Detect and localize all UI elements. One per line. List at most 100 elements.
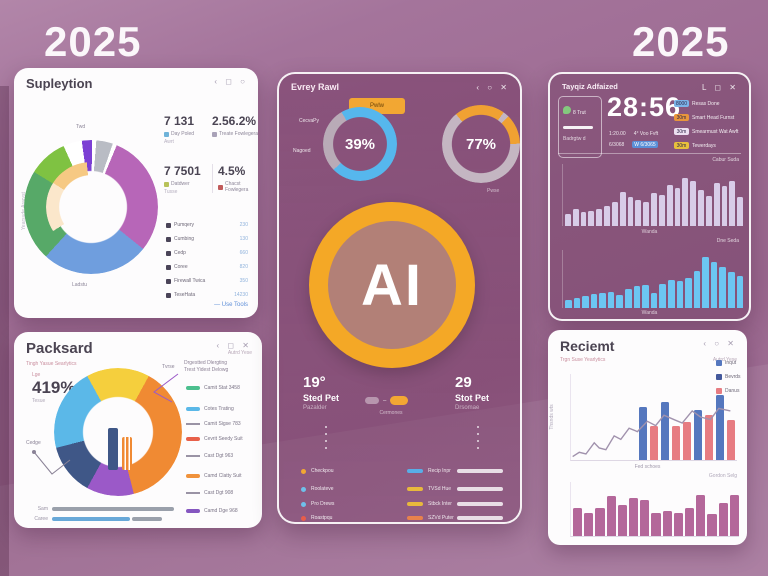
stat-chip [164,131,169,137]
bar [659,283,666,308]
toggle-dash: – [383,397,387,404]
bar [658,195,665,226]
toggle-label: Cermones [379,410,403,416]
ai-badge-text: AI [361,252,423,318]
window-controls[interactable]: ‹ ○ ✕ [703,339,737,348]
bar [729,181,736,226]
legend-label: Smearmust Wat Awft [692,128,739,135]
legend-value: 820 [239,264,248,270]
legend-label: Cast Dgt 908 [204,490,234,496]
info-card-progress [563,126,593,129]
bar [727,420,735,460]
bar [650,292,658,308]
bar-chart-blue [562,250,744,308]
bar [625,289,632,308]
legend-chip [716,360,722,366]
bar [565,213,571,226]
donut-inner-bars [104,422,136,470]
stat-block: 29 Stot Pet Drsomae [455,374,525,411]
panel-title: Evrey Rawl [291,82,340,92]
toggle-off-pill[interactable] [365,397,379,404]
legend-dot [301,516,306,521]
bar [672,425,680,460]
stat-title: Stot Pet [455,393,490,403]
callout-line [32,450,71,475]
stat-block: 19° Sted Pet Pazalder [303,374,373,411]
window-controls[interactable]: L ◻ ✕ [702,83,739,92]
stat-chip [212,131,217,137]
bar-chart-lavender [562,164,744,226]
callout-label: Tvrse [162,364,175,370]
clock-display: 28:56 [607,92,682,122]
legend-label: Smart Head Furnst [692,114,735,121]
note-line: Trest Yidest Delowg [184,367,229,373]
legend-row: Cast Dgt 908 [186,490,258,496]
packsard-donut-chart [54,368,182,496]
legend-chip [166,250,171,256]
bar [582,296,589,308]
chart-x-label: Wanda [641,229,658,235]
legend-chip [186,407,200,411]
stat-block: Lge 419% Tesue [32,372,75,404]
legend-row: Pumqery 230 [166,222,248,228]
legend-label: Pro Drews [311,501,335,507]
legend-row: Camd Dge 968 [186,508,258,514]
stat-block: 2.56.2% Treate Fowlegera [212,114,258,137]
use-tools-link[interactable]: — Use Tools [214,302,248,308]
panel-supleytion: Supleytion ‹ ◻ ○ Yearsude Araryst Twd La… [14,68,258,318]
legend-label: Danus [725,388,740,394]
bar [719,267,726,308]
legend-chip [186,492,200,494]
bar [642,284,649,308]
bar [643,202,650,226]
progress-segment [132,517,163,521]
legend-value: 130 [239,236,248,242]
window-controls[interactable]: ‹ ○ ✕ [476,83,510,92]
bar [584,513,594,536]
panel-subtitle-right: Autrd Yese [227,350,252,356]
donut-bottom-label: Ladstu [72,282,88,288]
bar [616,295,624,308]
bar [682,177,689,226]
toggle-control: – [365,396,409,405]
panel-title: Reciemt [560,338,615,354]
legend-chip [716,374,722,380]
legend-label: Cotes Trating [204,406,234,412]
legend-label: Roolateve [311,486,334,492]
stat-value: 419% [32,378,76,397]
legend-row: Firewall Twica 350 [166,278,248,284]
clock-sub-left: 6/3068 [609,141,625,148]
bar [611,202,618,226]
supleytion-inner-arc [46,162,136,252]
bar [650,425,658,460]
clock-subrow: 6/3068 W 6/3065 [609,141,658,148]
note-text: Drgestted Dlergting Trest Yidest Delowg [184,360,254,374]
bar [607,291,615,308]
legend-row: Roastpqu SZVd Puter [301,515,503,523]
legend-label: TVSd Hue [428,486,452,492]
panel-subtitle-right: Autrd Yese [712,357,737,363]
legend-label: SZVd Puter [428,515,454,521]
clock-sub-right: 4° Voo Fvft [633,131,659,137]
stat-value: 7 131 [164,114,195,128]
stat-block: 7 131 Day Poled Awrt [164,114,210,145]
legend-label: Checkpou [311,468,334,474]
info-card: 8 Trut Badrgtw d [558,96,602,158]
window-controls[interactable]: ‹ ◻ ○ [214,77,248,86]
bar [588,211,595,226]
bar [651,192,657,226]
window-controls[interactable]: ‹ ◻ ✕ [216,341,252,350]
panel-recient: Reciemt ‹ ○ ✕ Trgn Suse Yearlytics Autrd… [548,330,747,545]
legend-row: 30m Smart Head Furnst [674,114,734,121]
bar [690,181,697,226]
legend-row: 30m Tewerdays [674,142,716,149]
bar [651,513,661,536]
callout-label: Cedge [26,440,41,446]
dotted-divider [325,426,327,450]
toggle-on-pill[interactable] [390,396,409,405]
progress-row: Caree [28,516,178,522]
legend-row: 8000 Resas Done [674,100,720,107]
bar [727,272,735,308]
inner-bar-striped [122,437,132,470]
